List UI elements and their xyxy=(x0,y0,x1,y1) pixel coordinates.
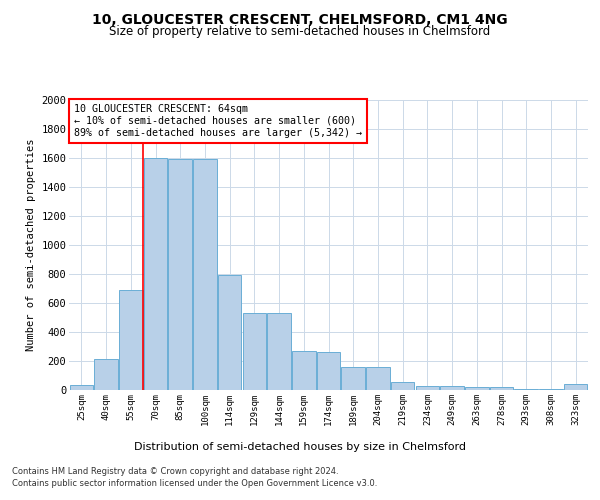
Bar xyxy=(465,387,488,390)
Bar xyxy=(292,351,316,390)
Bar xyxy=(268,313,291,390)
Bar xyxy=(242,313,266,390)
Bar xyxy=(317,352,340,390)
Bar xyxy=(70,385,93,390)
Bar xyxy=(144,158,167,390)
Bar xyxy=(564,384,587,390)
Bar xyxy=(440,386,464,390)
Bar xyxy=(169,160,192,390)
Text: Contains public sector information licensed under the Open Government Licence v3: Contains public sector information licen… xyxy=(12,479,377,488)
Bar xyxy=(490,388,513,390)
Text: Contains HM Land Registry data © Crown copyright and database right 2024.: Contains HM Land Registry data © Crown c… xyxy=(12,468,338,476)
Bar xyxy=(119,290,143,390)
Bar xyxy=(94,359,118,390)
Bar xyxy=(416,386,439,390)
Bar xyxy=(193,160,217,390)
Bar xyxy=(218,276,241,390)
Bar xyxy=(341,367,365,390)
Text: 10 GLOUCESTER CRESCENT: 64sqm
← 10% of semi-detached houses are smaller (600)
89: 10 GLOUCESTER CRESCENT: 64sqm ← 10% of s… xyxy=(74,104,362,138)
Text: Size of property relative to semi-detached houses in Chelmsford: Size of property relative to semi-detach… xyxy=(109,25,491,38)
Text: Distribution of semi-detached houses by size in Chelmsford: Distribution of semi-detached houses by … xyxy=(134,442,466,452)
Bar xyxy=(391,382,415,390)
Y-axis label: Number of semi-detached properties: Number of semi-detached properties xyxy=(26,138,35,352)
Text: 10, GLOUCESTER CRESCENT, CHELMSFORD, CM1 4NG: 10, GLOUCESTER CRESCENT, CHELMSFORD, CM1… xyxy=(92,12,508,26)
Bar xyxy=(366,367,389,390)
